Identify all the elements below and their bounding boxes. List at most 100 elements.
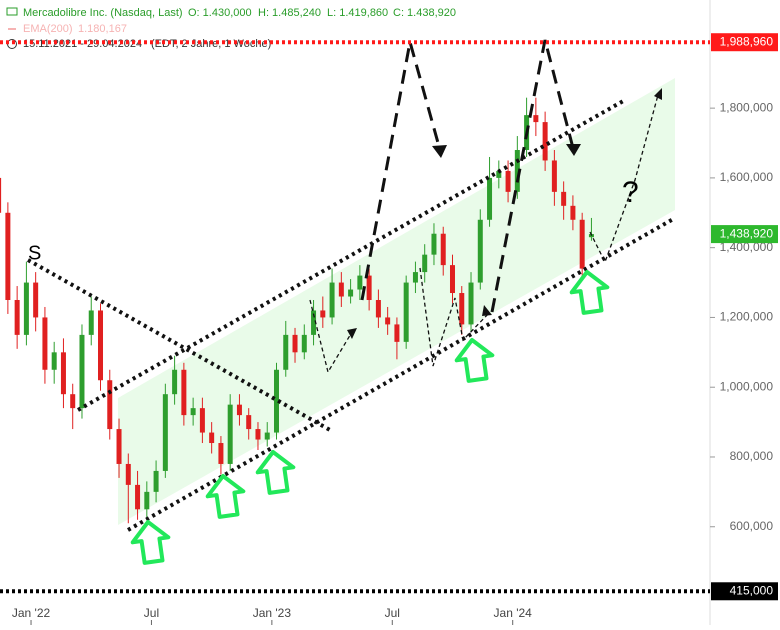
up-arrow xyxy=(205,474,246,519)
candle-body xyxy=(209,432,215,444)
ema-value: 1.180,167 xyxy=(78,23,127,35)
candle-body xyxy=(477,219,483,283)
candle-body xyxy=(394,324,400,342)
candle-body xyxy=(246,415,252,430)
ohlc-low: L: 1.419,860 xyxy=(327,7,388,19)
annotation-question: ? xyxy=(622,176,639,209)
instrument-name: Mercadolibre Inc. (Nasdaq, Last) xyxy=(23,7,183,19)
candle-body xyxy=(570,205,576,220)
candle-body xyxy=(412,272,418,283)
y-tick-label: 1,400,000 xyxy=(720,240,774,254)
candle-body xyxy=(70,394,76,409)
candle-body xyxy=(227,404,233,464)
up-arrow xyxy=(255,450,296,495)
candle-body xyxy=(98,310,104,381)
candle-body xyxy=(190,408,196,416)
dashed-path xyxy=(360,41,442,301)
level-label: 1,988,960 xyxy=(720,34,774,48)
candle-body xyxy=(301,334,307,353)
y-tick-label: 1,600,000 xyxy=(720,170,774,184)
candle-body xyxy=(135,484,141,510)
candle-body xyxy=(273,369,279,433)
arrowhead xyxy=(432,145,447,158)
candle-body xyxy=(542,122,548,161)
x-tick-label: Jan '22 xyxy=(12,606,51,620)
candle-body xyxy=(125,463,131,485)
candle-body xyxy=(23,282,29,335)
level-label-box xyxy=(711,33,778,52)
last-price-box xyxy=(711,225,778,244)
up-arrows xyxy=(130,270,610,565)
candle-body xyxy=(338,282,344,297)
arrowhead xyxy=(566,144,581,156)
candle-body xyxy=(459,293,465,325)
last-price-label: 1,438,920 xyxy=(720,226,774,240)
ema-label: EMA(200) xyxy=(23,23,73,35)
candle-body xyxy=(88,310,94,335)
candle-body xyxy=(0,177,2,213)
candle-body xyxy=(496,170,502,178)
candle-body xyxy=(60,352,66,395)
candle-body xyxy=(551,160,557,192)
candle-body xyxy=(561,191,567,206)
date-range: 15.11.2021 - 29.04.2024 xyxy=(23,38,142,50)
candle-body xyxy=(348,289,354,297)
candle-body xyxy=(144,491,150,510)
candle-body xyxy=(51,352,57,370)
candle-body xyxy=(292,334,298,353)
candle-body xyxy=(329,282,335,318)
annotation-s: S xyxy=(28,242,41,264)
candle-body xyxy=(403,282,409,342)
trend-line xyxy=(27,258,331,432)
candle-body xyxy=(116,429,122,464)
dashed-path xyxy=(309,299,353,374)
candle-body xyxy=(162,394,168,471)
x-tick-label: Jul xyxy=(385,606,400,620)
dashed-path xyxy=(419,267,491,367)
candle-body xyxy=(172,369,178,395)
candle-body xyxy=(283,334,289,370)
x-tick-label: Jan '24 xyxy=(494,606,533,620)
y-tick-label: 1,200,000 xyxy=(720,310,774,324)
candle-body xyxy=(42,317,48,370)
y-tick-label: 1,000,000 xyxy=(720,379,774,393)
candle-body xyxy=(449,265,455,294)
candle-body xyxy=(422,254,428,273)
x-tick-label: Jul xyxy=(144,606,159,620)
x-tick-label: Jan '23 xyxy=(253,606,292,620)
candle-body xyxy=(79,334,85,409)
header-icon xyxy=(6,7,18,16)
channel-fill xyxy=(118,78,675,525)
candle-body xyxy=(385,317,391,325)
candle-body xyxy=(487,177,493,220)
ohlc-close: C: 1.438,920 xyxy=(393,7,456,19)
candle-body xyxy=(579,219,585,269)
candle-body xyxy=(320,310,326,318)
y-tick-label: 800,000 xyxy=(730,449,774,463)
ohlc-high: H: 1.485,240 xyxy=(258,7,321,19)
up-arrow xyxy=(569,270,610,315)
dashed-path xyxy=(490,39,575,313)
candle-body xyxy=(468,282,474,325)
candle-body xyxy=(375,300,381,318)
candle-body xyxy=(181,369,187,416)
candle-body xyxy=(33,282,39,318)
ohlc-open: O: 1.430,000 xyxy=(188,7,252,19)
y-tick-label: 600,000 xyxy=(730,519,774,533)
candle-body xyxy=(366,275,372,300)
candle-body xyxy=(264,432,270,440)
arrowhead xyxy=(347,328,357,339)
candle-body xyxy=(514,150,520,192)
annotations xyxy=(27,39,676,532)
up-arrow xyxy=(454,338,495,383)
candle-body xyxy=(431,233,437,255)
candle-body xyxy=(5,212,11,300)
candle-body xyxy=(199,408,205,433)
candle-body xyxy=(311,310,317,335)
candle-body xyxy=(533,115,539,123)
dashed-path xyxy=(589,94,659,264)
arrowheads xyxy=(347,88,662,339)
candle-body xyxy=(255,429,261,440)
candle-body xyxy=(505,170,511,192)
candle-body xyxy=(107,380,113,430)
